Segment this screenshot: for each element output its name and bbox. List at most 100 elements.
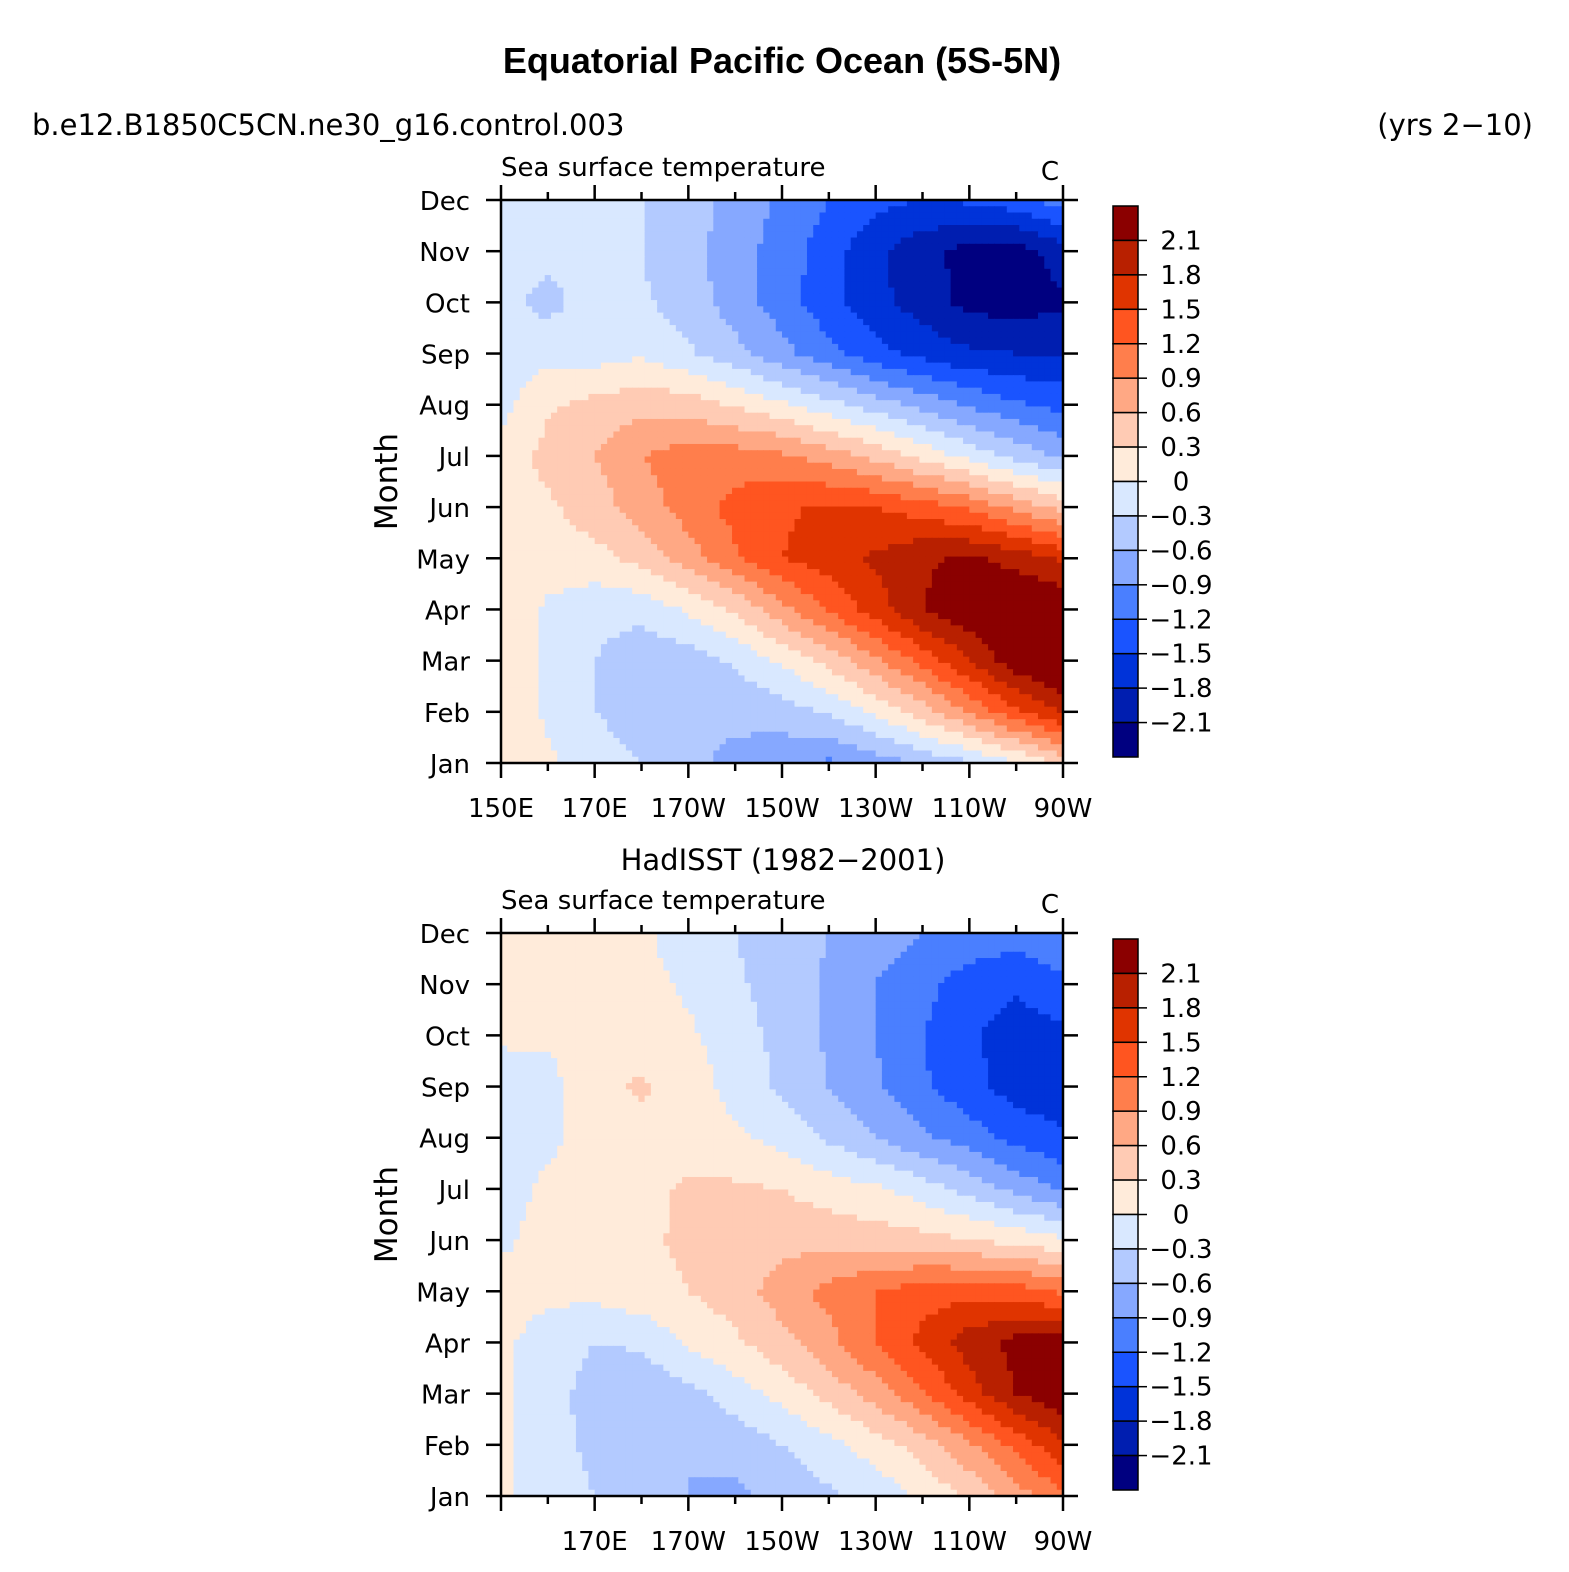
contour-cell [732, 425, 739, 433]
contour-cell [775, 437, 783, 445]
contour-cell [669, 300, 677, 307]
contour-cell [856, 381, 864, 389]
contour-cell [838, 406, 846, 414]
contour-cell [600, 250, 608, 257]
contour-cell [1050, 531, 1058, 539]
contour-cell [607, 400, 614, 408]
contour-cell [875, 381, 883, 389]
contour-cell [831, 500, 839, 508]
contour-cell [700, 312, 708, 320]
contour-cell [875, 462, 883, 470]
contour-cell [956, 456, 964, 464]
contour-cell [625, 362, 633, 370]
contour-cell [994, 494, 1002, 501]
contour-cell [675, 544, 683, 551]
contour-cell [625, 212, 633, 220]
contour-cell [544, 525, 552, 533]
contour-cell [913, 418, 920, 426]
contour-cell [513, 512, 521, 520]
contour-cell [582, 337, 590, 345]
contour-cell [700, 293, 708, 301]
contour-cell [856, 368, 864, 376]
contour-cell [1031, 293, 1039, 301]
contour-cell [944, 318, 952, 326]
contour-cell [906, 275, 914, 282]
contour-cell [675, 412, 683, 420]
contour-cell [825, 350, 833, 357]
contour-cell [900, 268, 908, 276]
contour-cell [975, 531, 983, 539]
contour-cell [813, 412, 821, 420]
contour-cell [775, 393, 783, 401]
contour-cell [994, 200, 1002, 207]
contour-cell [994, 487, 1002, 495]
contour-cell [944, 462, 952, 470]
contour-cell [788, 456, 796, 464]
contour-cell [825, 425, 833, 433]
contour-cell [850, 406, 858, 414]
contour-cell [931, 325, 939, 332]
contour-cell [694, 337, 702, 345]
contour-cell [813, 462, 821, 470]
contour-cell [538, 250, 546, 257]
contour-cell [782, 387, 789, 395]
contour-cell [838, 375, 846, 383]
contour-cell [956, 462, 964, 470]
contour-cell [700, 331, 708, 339]
contour-cell [638, 343, 646, 351]
contour-cell [981, 468, 989, 476]
contour-cell [806, 531, 814, 539]
contour-cell [1019, 387, 1027, 395]
contour-cell [900, 356, 908, 364]
contour-cell [1031, 519, 1039, 526]
contour-cell [575, 256, 583, 264]
contour-cell [663, 412, 671, 420]
contour-cell [925, 525, 933, 533]
contour-cell [757, 519, 764, 526]
contour-cell [519, 481, 527, 489]
contour-cell [1006, 412, 1014, 420]
contour-cell [750, 231, 758, 239]
contour-cell [713, 356, 721, 364]
contour-cell [906, 437, 914, 445]
contour-cell [682, 525, 689, 533]
contour-cell [744, 325, 752, 332]
contour-cell [838, 231, 846, 239]
contour-cell [969, 250, 977, 257]
contour-cell [763, 275, 771, 282]
contour-cell [719, 281, 727, 289]
contour-cell [988, 481, 995, 489]
contour-cell [956, 531, 964, 539]
contour-cell [657, 225, 664, 232]
contour-cell [594, 531, 602, 539]
contour-cell [569, 443, 577, 451]
contour-cell [700, 500, 708, 508]
contour-cell [607, 381, 614, 389]
contour-cell [969, 500, 977, 508]
contour-cell [732, 256, 739, 264]
contour-cell [607, 487, 614, 495]
contour-cell [582, 500, 590, 508]
contour-cell [600, 400, 608, 408]
contour-cell [944, 275, 952, 282]
contour-cell [600, 256, 608, 264]
contour-cell [994, 468, 1002, 476]
contour-cell [869, 487, 877, 495]
contour-cell [613, 312, 621, 320]
contour-cell [600, 375, 608, 383]
contour-cell [650, 243, 658, 251]
contour-cell [969, 356, 977, 364]
contour-cell [769, 537, 777, 545]
contour-cell [1031, 268, 1039, 276]
contour-cell [619, 494, 627, 501]
contour-cell [744, 475, 752, 483]
contour-cell [619, 525, 627, 533]
contour-cell [981, 356, 989, 364]
contour-cell [563, 375, 571, 383]
contour-cell [669, 225, 677, 232]
contour-cell [1019, 287, 1027, 295]
contour-cell [569, 318, 577, 326]
contour-cell [725, 318, 733, 326]
contour-cell [888, 431, 895, 439]
contour-cell [538, 225, 546, 232]
